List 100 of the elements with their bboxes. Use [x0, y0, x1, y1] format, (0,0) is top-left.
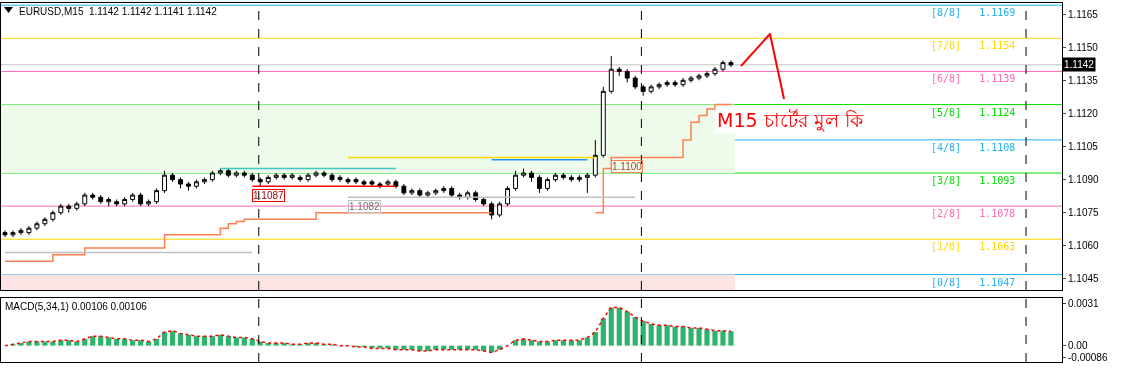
- candlestick: [560, 172, 566, 181]
- bar: [90, 336, 96, 346]
- bar: [712, 330, 718, 346]
- candlestick: [233, 170, 239, 178]
- candlestick: [146, 198, 152, 207]
- bar: [130, 340, 136, 346]
- candlestick: [465, 190, 471, 200]
- bar: [114, 338, 120, 346]
- bar: [185, 334, 192, 346]
- bar: [138, 340, 144, 346]
- bar: [696, 327, 702, 346]
- candlestick: [656, 81, 662, 90]
- candlestick: [489, 201, 495, 220]
- candlestick: [130, 192, 136, 203]
- bar: [169, 330, 176, 346]
- candlestick: [696, 73, 702, 81]
- candlestick: [592, 139, 598, 178]
- bar: [217, 334, 223, 346]
- y-tick-label: 1.1135: [1068, 74, 1099, 86]
- candlestick: [720, 59, 726, 72]
- candlestick: [42, 216, 48, 227]
- bar: [153, 338, 160, 346]
- bar: [161, 332, 168, 346]
- bar: [664, 325, 670, 346]
- candlestick: [632, 75, 638, 90]
- candlestick: [74, 201, 80, 212]
- candlestick: [584, 172, 590, 194]
- candlestick: [313, 170, 319, 178]
- bar: [177, 333, 184, 346]
- bar: [225, 336, 231, 346]
- ref-line-label: [6/8] 1.1139: [931, 73, 1016, 84]
- bar: [209, 336, 215, 346]
- candlestick: [297, 174, 303, 183]
- candlestick: [481, 196, 487, 207]
- bar: [512, 340, 519, 346]
- candlestick: [568, 174, 574, 183]
- candlestick: [576, 174, 582, 183]
- candlestick: [497, 201, 503, 218]
- candlestick: [401, 183, 407, 196]
- candlestick: [417, 187, 423, 198]
- bar: [536, 341, 543, 346]
- candlestick: [385, 179, 391, 187]
- bar: [672, 326, 678, 346]
- candlestick: [425, 190, 431, 198]
- candlestick: [281, 172, 287, 181]
- candlestick: [241, 170, 247, 178]
- bar: [520, 338, 527, 346]
- bar: [42, 341, 48, 346]
- bar: [720, 330, 726, 346]
- ref-line-label: 1.1142: [1064, 59, 1095, 70]
- candlestick: [672, 79, 678, 88]
- y-tick-label: 1.1075: [1068, 207, 1100, 219]
- bar: [560, 340, 566, 346]
- bar: [576, 340, 582, 346]
- candlestick: [138, 192, 144, 207]
- candlestick: [18, 227, 24, 236]
- candlestick: [66, 203, 72, 214]
- candlestick: [529, 170, 534, 183]
- bar: [58, 340, 64, 346]
- bar: [624, 311, 630, 346]
- chart-title: EURUSD,M15 1.1142 1.1142 1.1141 1.1142: [19, 6, 218, 17]
- bar: [584, 337, 590, 346]
- bar: [82, 338, 88, 346]
- candlestick: [170, 172, 175, 183]
- y-tick-label: 0.00: [1068, 340, 1088, 352]
- candlestick: [26, 225, 32, 236]
- candlestick: [337, 174, 343, 183]
- candlestick: [154, 187, 160, 205]
- candlestick: [98, 194, 104, 205]
- y-tick-label: 1.1090: [1068, 174, 1100, 186]
- candlestick: [201, 176, 207, 185]
- ref-line-label: [3/8] 1.1093: [931, 175, 1016, 186]
- candlestick: [712, 66, 718, 77]
- bar: [201, 336, 208, 346]
- candlestick: [648, 84, 654, 95]
- candlestick: [680, 77, 686, 88]
- bar: [656, 325, 662, 346]
- bar: [233, 337, 239, 346]
- y-tick-label: 1.1120: [1068, 107, 1099, 119]
- y-tick-label: 1.1045: [1068, 273, 1100, 285]
- candlestick: [305, 172, 311, 183]
- candlestick: [704, 70, 710, 79]
- bar: [616, 307, 622, 346]
- chart-title: MACD(5,34,1) 0.00106 0.00106: [5, 301, 148, 312]
- bar: [122, 338, 128, 346]
- candlestick: [106, 196, 112, 207]
- candlestick: [409, 187, 415, 196]
- y-tick-label: 1.1060: [1068, 240, 1100, 252]
- candlestick: [193, 179, 199, 189]
- candlestick: [537, 174, 542, 194]
- candlestick: [273, 172, 279, 181]
- ref-line-label: [4/8] 1.1108: [931, 142, 1016, 153]
- candlestick: [34, 221, 40, 231]
- candlestick: [58, 203, 64, 216]
- annotation: 1.1100: [612, 161, 643, 172]
- bar: [632, 317, 638, 346]
- candlestick: [545, 176, 550, 192]
- candlestick: [122, 196, 128, 207]
- candlestick: [289, 172, 295, 181]
- bar: [552, 340, 559, 346]
